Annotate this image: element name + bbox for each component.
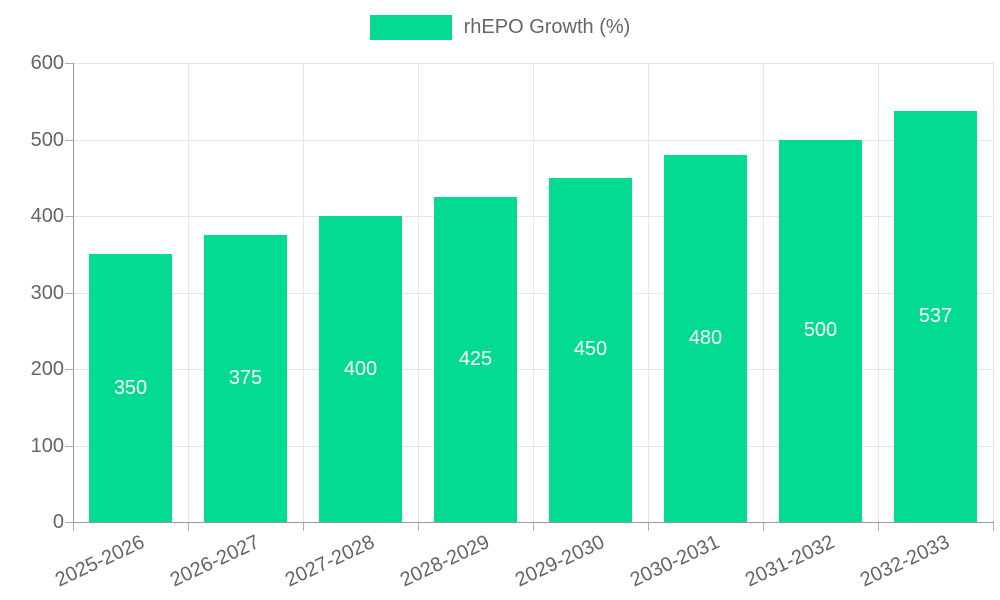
bar[interactable]: 350 [89, 254, 172, 522]
bar-value-label: 375 [228, 367, 263, 390]
legend-label: rhEPO Growth (%) [463, 16, 631, 38]
v-gridline [418, 63, 419, 522]
legend-swatch [369, 15, 452, 40]
bar-value-label: 537 [918, 305, 953, 328]
x-tick-mark [878, 523, 879, 531]
v-gridline [533, 63, 534, 522]
y-tick-mark [65, 292, 73, 294]
plot-area: 350 375 400 425 450 480 500 537 [73, 63, 994, 522]
x-tick-mark [418, 523, 419, 531]
x-tick-label: 2028-2029 [396, 531, 493, 592]
y-tick-mark [65, 139, 73, 141]
y-tick-label: 400 [30, 205, 64, 227]
y-tick-label: 100 [30, 434, 64, 457]
bar[interactable]: 400 [319, 216, 402, 522]
bar[interactable]: 425 [434, 196, 517, 522]
x-tick-label: 2030-2031 [626, 531, 723, 592]
x-tick-label: 2029-2030 [511, 531, 608, 592]
bar-value-label: 480 [688, 326, 723, 349]
y-tick-label: 200 [30, 358, 64, 380]
bar-value-label: 400 [343, 357, 378, 380]
x-tick-mark [533, 523, 534, 531]
y-tick-mark [65, 63, 73, 64]
bar[interactable]: 480 [664, 154, 747, 522]
x-tick-label: 2032-2033 [856, 531, 953, 592]
legend-item[interactable]: rhEPO Growth (%) [0, 15, 1000, 40]
y-tick-label: 0 [52, 511, 64, 533]
bar-value-label: 450 [573, 338, 608, 361]
y-tick-label: 600 [30, 52, 64, 74]
y-tick-label: 300 [30, 281, 64, 304]
y-tick-mark [65, 369, 73, 370]
bar[interactable]: 537 [894, 111, 977, 522]
x-tick-mark [648, 523, 649, 531]
bar-value-label: 425 [458, 347, 493, 370]
y-tick-mark [65, 216, 73, 217]
v-gridline [188, 63, 189, 522]
bar-value-label: 500 [803, 319, 838, 342]
bar[interactable]: 375 [204, 235, 287, 522]
v-gridline [648, 63, 649, 522]
y-tick-label: 500 [30, 128, 64, 151]
x-axis-line [73, 522, 994, 523]
x-tick-mark [188, 523, 189, 531]
x-tick-label: 2025-2026 [51, 531, 148, 592]
bar-value-label: 350 [113, 376, 148, 399]
v-gridline [763, 63, 764, 522]
v-gridline [303, 63, 304, 522]
y-tick-mark [65, 522, 73, 523]
v-gridline [993, 63, 994, 522]
y-tick-mark [65, 445, 73, 447]
bar[interactable]: 450 [549, 177, 632, 522]
x-tick-mark [303, 523, 304, 531]
x-tick-label: 2027-2028 [281, 531, 378, 592]
bar[interactable]: 500 [779, 139, 862, 522]
x-tick-label: 2031-2032 [741, 531, 838, 592]
x-tick-mark [73, 523, 74, 531]
x-tick-mark [993, 523, 994, 531]
y-axis-line [73, 63, 74, 522]
x-tick-mark [763, 523, 764, 531]
v-gridline [878, 63, 879, 522]
x-tick-label: 2026-2027 [166, 531, 263, 592]
